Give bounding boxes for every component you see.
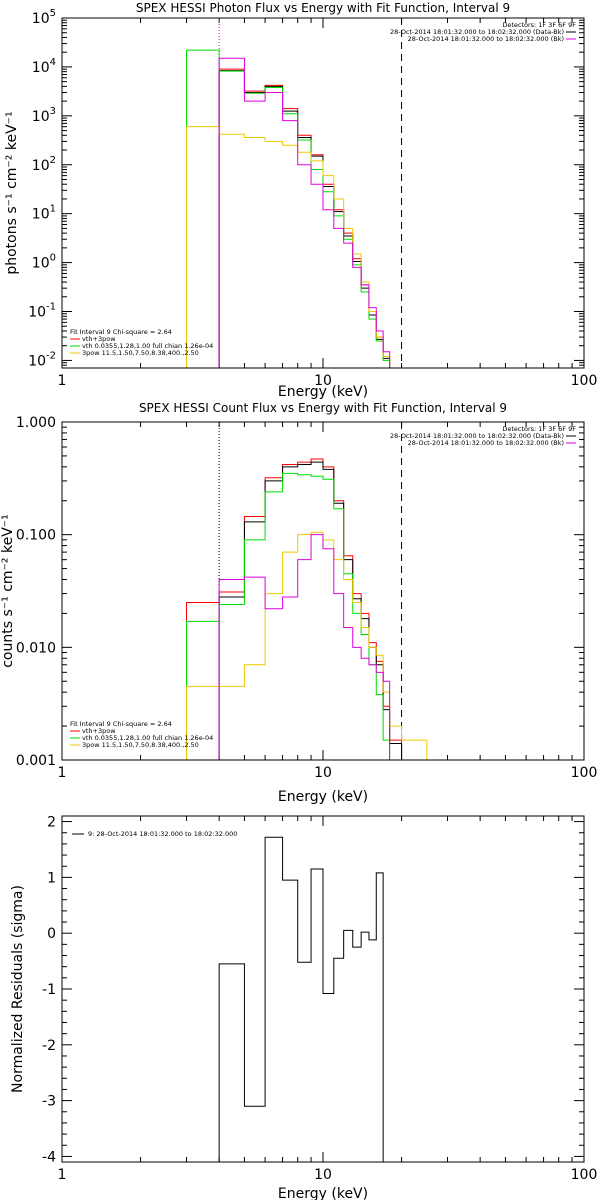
series-magenta-line	[218, 534, 391, 760]
residuals-panel: Energy (keV) Normalized Residuals (sigma)…	[10, 815, 597, 1200]
legend-bottom: Fit Interval 9 Chi-square = 2.64vth+3pow…	[70, 720, 213, 749]
x-tick-label: 10	[314, 765, 332, 781]
legend-entry: 3pow 11.5,1.50,7.50,8.38,400.,2.50	[82, 741, 199, 749]
plot-frame	[61, 421, 585, 761]
y-tick-exponent: 3	[50, 106, 56, 117]
count-flux-panel: SPEX HESSI Count Flux vs Energy with Fit…	[0, 401, 597, 805]
legend-top: 9: 28-Oct-2014 18:01:32.000 to 18:02:32.…	[72, 830, 237, 838]
y-tick-label: 105	[32, 8, 56, 27]
x-ticks	[61, 18, 573, 368]
y-tick-label: 0	[47, 926, 56, 942]
legend-header: Fit Interval 9 Chi-square = 2.64	[70, 720, 172, 728]
y-tick-label: -4	[42, 1149, 56, 1165]
legend-header: Detectors: 1F 3F 6F 9F	[502, 425, 576, 433]
series-orange-line	[186, 126, 403, 368]
legend-entry: 28-Oct-2014 18:01:32.000 to 18:02:32.000…	[390, 28, 564, 36]
y-tick-exponent: -1	[46, 302, 56, 313]
y-tick-label: 100	[32, 253, 56, 272]
x-axis-label: Energy (keV)	[278, 384, 368, 400]
series-green-line	[186, 49, 391, 368]
y-tick-label: 10-1	[28, 302, 56, 321]
x-tick-label: 100	[571, 1167, 598, 1183]
y-axis-label: counts s⁻¹ cm⁻² keV⁻¹	[0, 514, 16, 668]
x-tick-label: 1	[58, 765, 67, 781]
chart-title: SPEX HESSI Count Flux vs Energy with Fit…	[139, 401, 507, 415]
y-ticks	[62, 821, 584, 1157]
legend-header: Detectors: 1F 3F 6F 9F	[502, 21, 576, 29]
legend-entry: vth+3pow	[82, 335, 116, 343]
series-black-line	[218, 836, 384, 1162]
y-tick-label: 10-2	[28, 350, 56, 369]
series-magenta-line	[218, 57, 391, 368]
y-tick-label: -3	[42, 1094, 56, 1110]
y-tick-label: 101	[32, 204, 56, 223]
legend-entry: 9: 28-Oct-2014 18:01:32.000 to 18:02:32.…	[88, 830, 237, 838]
plot-frame	[61, 17, 585, 369]
series-group	[218, 836, 384, 1162]
legend-entry: vth 0.0355,1.28,1.00 full chian 1.26e-04	[82, 734, 213, 742]
legend-entry: vth 0.0355,1.28,1.00 full chian 1.26e-04	[82, 342, 213, 350]
y-tick-exponent: 4	[50, 57, 56, 68]
series-red-line	[186, 458, 413, 760]
x-tick-label: 100	[571, 373, 598, 389]
series-red-line	[218, 68, 403, 368]
y-tick-label: 1.000	[16, 415, 56, 431]
y-tick-exponent: 5	[50, 8, 56, 19]
legend-entry: 28-Oct-2014 18:01:32.000 to 18:02:32.000…	[390, 432, 564, 440]
legend-entry: 28-Oct-2014 18:01:32.000 to 18:02:32.000…	[408, 439, 564, 447]
x-ticks	[61, 816, 573, 1162]
x-tick-label: 100	[571, 765, 598, 781]
legend-bottom: Fit Interval 9 Chi-square = 2.64vth+3pow…	[70, 328, 213, 357]
y-tick-exponent: 1	[50, 204, 56, 215]
x-ticks	[61, 422, 573, 760]
y-tick-label: 2	[47, 815, 56, 831]
series-black-line	[218, 70, 391, 368]
legend-entry: 3pow 11.5,1.50,7.50,8.38,400.,2.50	[82, 349, 199, 357]
y-tick-label: -2	[42, 1038, 56, 1054]
legend-entry: vth+3pow	[82, 727, 116, 735]
y-tick-exponent: 2	[50, 155, 56, 166]
y-tick-exponent: 0	[50, 253, 56, 264]
y-tick-label: 0.100	[16, 528, 56, 544]
y-tick-label: 0.010	[16, 640, 56, 656]
plot-frame	[61, 815, 585, 1163]
x-tick-label: 10	[314, 373, 332, 389]
y-tick-label: -1	[42, 982, 56, 998]
x-tick-label: 1	[58, 373, 67, 389]
series-group	[186, 49, 403, 368]
x-axis-label: Energy (keV)	[278, 1186, 368, 1200]
y-tick-label: 104	[32, 57, 56, 76]
legend-header: Fit Interval 9 Chi-square = 2.64	[70, 328, 172, 336]
legend-entry: 28-Oct-2014 18:01:32.000 to 18:02:32.000…	[408, 35, 564, 43]
x-tick-label: 1	[58, 1167, 67, 1183]
x-axis-label: Energy (keV)	[278, 789, 368, 805]
y-tick-label: 103	[32, 106, 56, 125]
x-tick-label: 10	[314, 1167, 332, 1183]
y-tick-exponent: -2	[46, 350, 56, 361]
series-green-line	[186, 472, 391, 760]
y-ticks	[62, 421, 584, 761]
photon-flux-panel: SPEX HESSI Photon Flux vs Energy with Fi…	[4, 1, 597, 400]
y-tick-label: 102	[32, 155, 56, 174]
y-tick-label: 0.001	[16, 753, 56, 769]
y-axis-label: Normalized Residuals (sigma)	[10, 885, 26, 1093]
y-axis-label: photons s⁻¹ cm⁻² keV⁻¹	[4, 111, 20, 274]
chart-title: SPEX HESSI Photon Flux vs Energy with Fi…	[136, 1, 510, 15]
series-orange-line	[186, 531, 428, 760]
y-tick-label: 1	[47, 870, 56, 886]
series-group	[186, 458, 428, 760]
